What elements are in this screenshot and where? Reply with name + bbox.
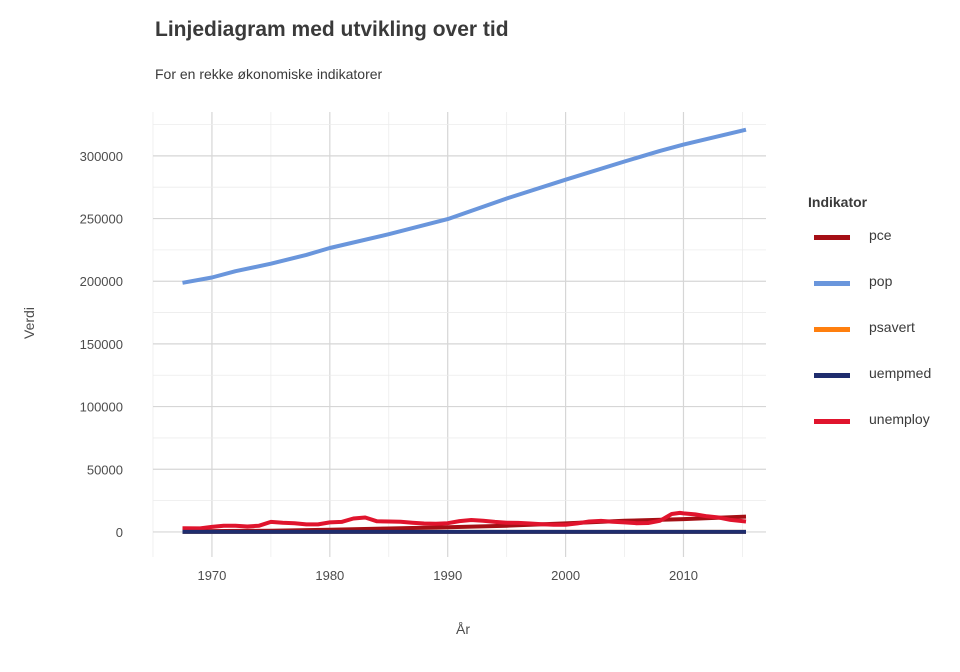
- chart-title: Linjediagram med utvikling over tid: [155, 18, 509, 41]
- chart-subtitle: For en rekke økonomiske indikatorer: [155, 66, 383, 82]
- legend: Indikator pce pop psavert uempmed unemploy: [808, 194, 931, 458]
- legend-swatch: [814, 281, 850, 286]
- y-tick-label: 200000: [80, 274, 123, 289]
- legend-label: uempmed: [869, 365, 932, 381]
- legend-item-pop: pop: [808, 273, 892, 320]
- y-tick-label: 250000: [80, 212, 123, 227]
- legend-swatch: [814, 327, 850, 332]
- legend-label: pop: [869, 273, 893, 289]
- y-tick-label: 300000: [80, 149, 123, 164]
- legend-item-pce: pce: [808, 227, 892, 274]
- y-axis-label: Verdi: [21, 307, 37, 339]
- series-line-unemploy: [182, 510, 747, 531]
- legend-label: psavert: [869, 319, 915, 335]
- legend-label: pce: [869, 227, 892, 243]
- x-tick-label: 2010: [669, 568, 698, 583]
- y-tick-label: 0: [116, 525, 123, 540]
- y-tick-label: 50000: [87, 462, 123, 477]
- legend-item-psavert: psavert: [808, 319, 915, 366]
- legend-swatch: [814, 373, 850, 378]
- legend-swatch: [814, 419, 850, 424]
- series-line-pop: [182, 127, 747, 285]
- y-tick-label: 100000: [80, 400, 123, 415]
- legend-swatch: [814, 235, 850, 240]
- x-tick-label: 2000: [551, 568, 580, 583]
- x-tick-label: 1970: [197, 568, 226, 583]
- legend-label: unemploy: [869, 411, 930, 427]
- x-tick-label: 1980: [315, 568, 344, 583]
- y-tick-label: 150000: [80, 337, 123, 352]
- legend-item-unemploy: unemploy: [808, 411, 930, 458]
- legend-title: Indikator: [808, 194, 868, 210]
- legend-item-uempmed: uempmed: [808, 365, 931, 412]
- x-axis-label: År: [456, 621, 470, 637]
- x-tick-label: 1990: [433, 568, 462, 583]
